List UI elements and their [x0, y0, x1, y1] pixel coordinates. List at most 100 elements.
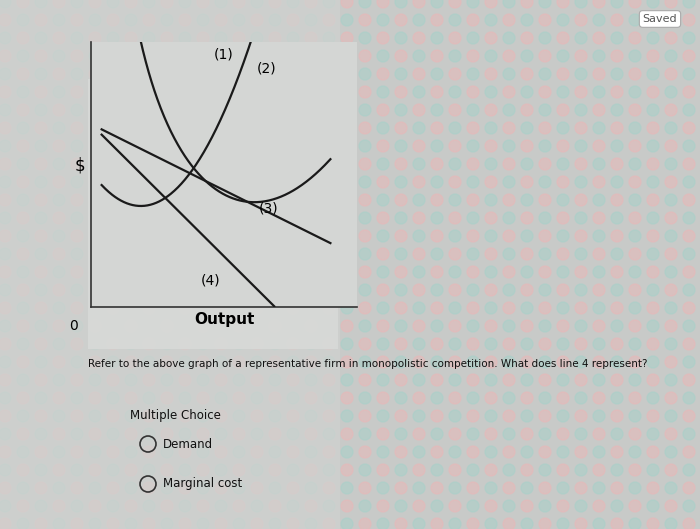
Circle shape — [143, 14, 155, 26]
Circle shape — [17, 50, 29, 62]
Circle shape — [575, 122, 587, 134]
Circle shape — [557, 284, 569, 296]
Circle shape — [89, 500, 101, 512]
Circle shape — [503, 32, 515, 44]
Circle shape — [35, 68, 47, 80]
Circle shape — [413, 482, 425, 494]
Circle shape — [413, 428, 425, 440]
Circle shape — [431, 482, 443, 494]
Circle shape — [0, 50, 11, 62]
Circle shape — [35, 50, 47, 62]
Circle shape — [575, 410, 587, 422]
Circle shape — [287, 500, 299, 512]
Circle shape — [107, 320, 119, 332]
Circle shape — [467, 500, 479, 512]
Circle shape — [197, 410, 209, 422]
Circle shape — [125, 266, 137, 278]
Circle shape — [161, 122, 173, 134]
Circle shape — [341, 482, 353, 494]
Circle shape — [287, 284, 299, 296]
Circle shape — [359, 320, 371, 332]
Circle shape — [269, 338, 281, 350]
Circle shape — [197, 356, 209, 368]
Circle shape — [665, 374, 677, 386]
Circle shape — [359, 374, 371, 386]
Circle shape — [611, 482, 623, 494]
Circle shape — [233, 500, 245, 512]
Circle shape — [179, 176, 191, 188]
Circle shape — [143, 464, 155, 476]
Circle shape — [179, 266, 191, 278]
Circle shape — [395, 428, 407, 440]
Circle shape — [467, 392, 479, 404]
Circle shape — [449, 0, 461, 8]
Circle shape — [251, 482, 263, 494]
Circle shape — [17, 410, 29, 422]
Circle shape — [647, 410, 659, 422]
Circle shape — [611, 392, 623, 404]
Circle shape — [107, 482, 119, 494]
Circle shape — [215, 230, 227, 242]
Circle shape — [0, 212, 11, 224]
Circle shape — [413, 338, 425, 350]
Circle shape — [683, 392, 695, 404]
Circle shape — [323, 176, 335, 188]
Circle shape — [179, 302, 191, 314]
Circle shape — [107, 446, 119, 458]
Circle shape — [413, 410, 425, 422]
Circle shape — [647, 230, 659, 242]
Circle shape — [89, 176, 101, 188]
Circle shape — [485, 14, 497, 26]
Circle shape — [395, 302, 407, 314]
Circle shape — [521, 176, 533, 188]
Circle shape — [143, 230, 155, 242]
Circle shape — [377, 464, 389, 476]
Circle shape — [413, 320, 425, 332]
Circle shape — [539, 158, 551, 170]
Circle shape — [17, 14, 29, 26]
Circle shape — [53, 194, 65, 206]
Circle shape — [485, 518, 497, 529]
Circle shape — [503, 86, 515, 98]
Circle shape — [341, 140, 353, 152]
Circle shape — [71, 446, 83, 458]
Circle shape — [647, 68, 659, 80]
Circle shape — [17, 104, 29, 116]
Circle shape — [413, 284, 425, 296]
Circle shape — [53, 356, 65, 368]
Circle shape — [53, 230, 65, 242]
Circle shape — [53, 140, 65, 152]
Circle shape — [359, 266, 371, 278]
Circle shape — [467, 266, 479, 278]
Circle shape — [683, 356, 695, 368]
Circle shape — [359, 158, 371, 170]
Circle shape — [593, 0, 605, 8]
Circle shape — [17, 248, 29, 260]
Circle shape — [233, 68, 245, 80]
Text: 0: 0 — [69, 319, 78, 333]
Circle shape — [377, 518, 389, 529]
Circle shape — [359, 176, 371, 188]
Circle shape — [71, 32, 83, 44]
Circle shape — [395, 230, 407, 242]
Circle shape — [629, 338, 641, 350]
Circle shape — [395, 14, 407, 26]
Circle shape — [197, 140, 209, 152]
Circle shape — [305, 158, 317, 170]
Circle shape — [71, 50, 83, 62]
Circle shape — [269, 428, 281, 440]
Circle shape — [161, 176, 173, 188]
Circle shape — [503, 392, 515, 404]
Circle shape — [521, 122, 533, 134]
Circle shape — [557, 392, 569, 404]
Circle shape — [161, 104, 173, 116]
Circle shape — [575, 518, 587, 529]
Circle shape — [233, 194, 245, 206]
Circle shape — [359, 14, 371, 26]
Circle shape — [485, 320, 497, 332]
Circle shape — [647, 284, 659, 296]
Circle shape — [413, 122, 425, 134]
Circle shape — [575, 0, 587, 8]
Circle shape — [233, 374, 245, 386]
Circle shape — [305, 392, 317, 404]
